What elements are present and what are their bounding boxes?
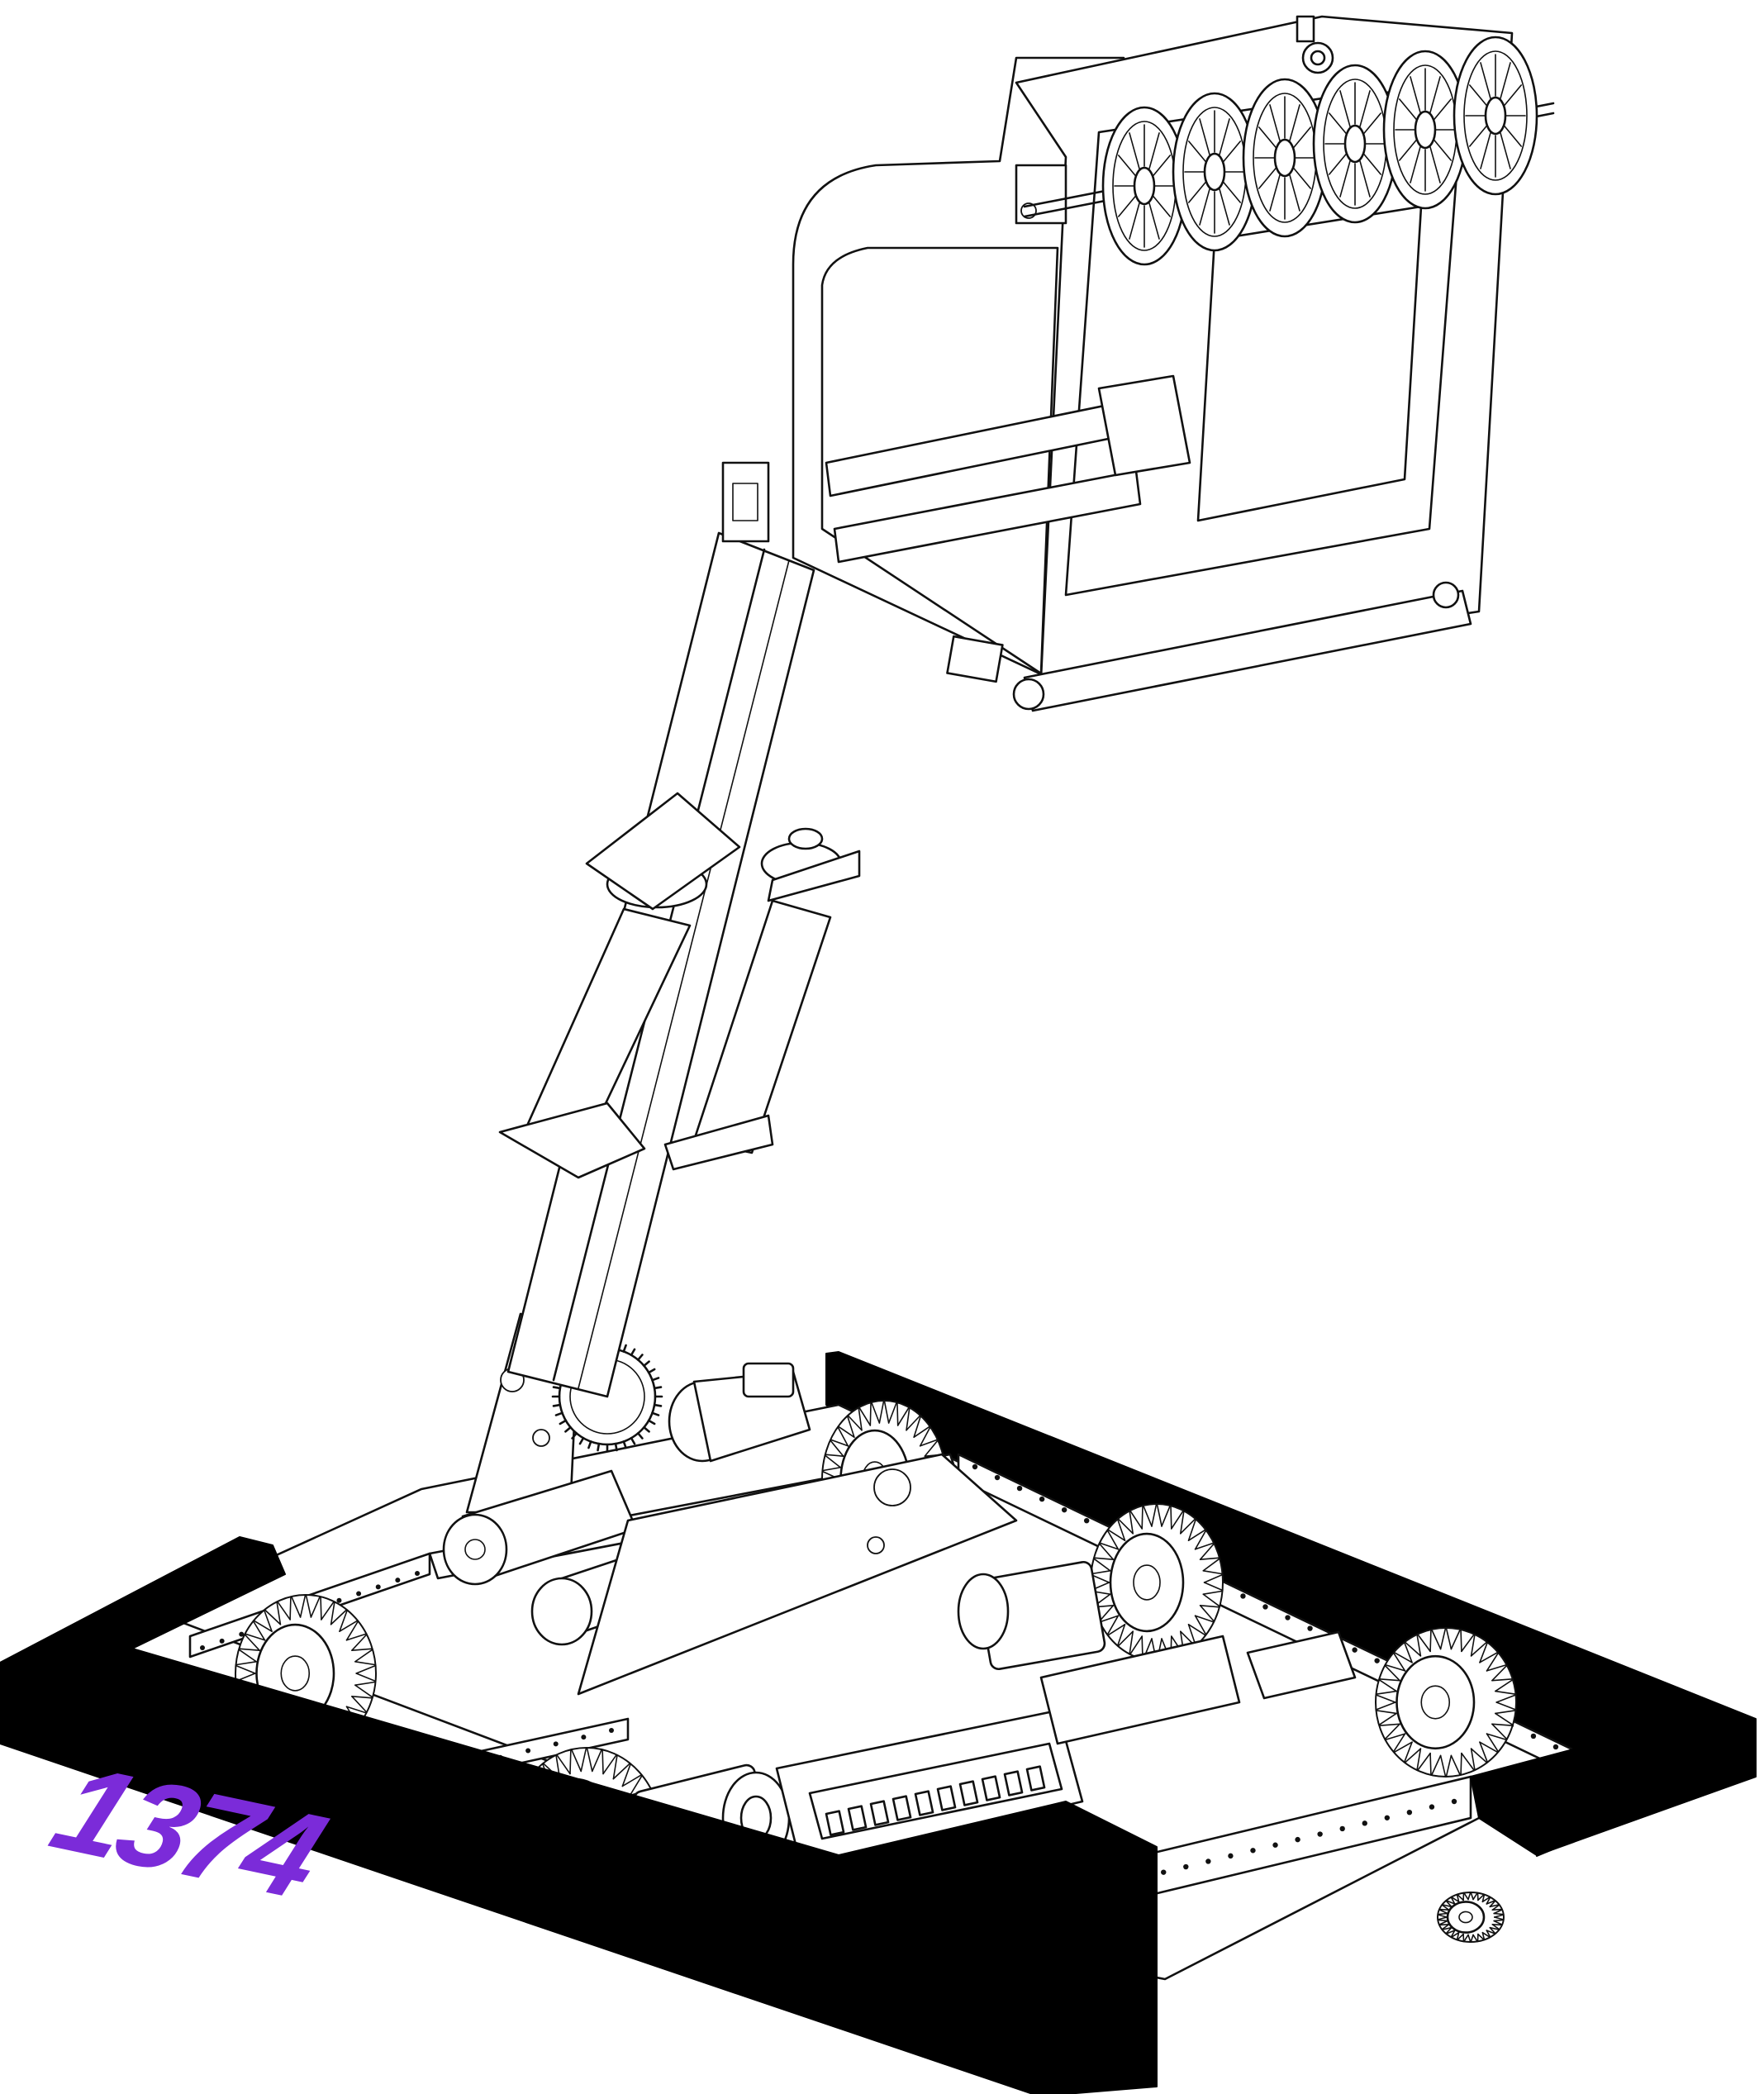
gearbox-rear-right bbox=[957, 1560, 1106, 1671]
bracket-left bbox=[721, 461, 770, 543]
compliant-wheel bbox=[1101, 106, 1187, 266]
pneumatic-cylinder-left bbox=[498, 792, 741, 1179]
compliant-wheel bbox=[1382, 50, 1468, 210]
arm-assembly bbox=[498, 531, 861, 1398]
compliant-wheel bbox=[1453, 36, 1538, 196]
cim-motor-top bbox=[668, 1362, 811, 1463]
intake-head bbox=[721, 15, 1555, 712]
chassis: 1374 bbox=[0, 1312, 1757, 2094]
bumper-front bbox=[0, 1536, 1757, 2094]
pneumatic-cylinder-right bbox=[663, 827, 861, 1171]
drive-wheel bbox=[1375, 1627, 1517, 1778]
arm-gusset-plate bbox=[577, 1453, 1018, 1696]
drive-wheel bbox=[1090, 1503, 1224, 1662]
intake-roller bbox=[1101, 36, 1538, 266]
drive-wheel bbox=[1437, 1892, 1505, 1943]
electronics-bay bbox=[775, 1630, 1357, 1869]
compliant-wheel bbox=[1312, 64, 1398, 224]
